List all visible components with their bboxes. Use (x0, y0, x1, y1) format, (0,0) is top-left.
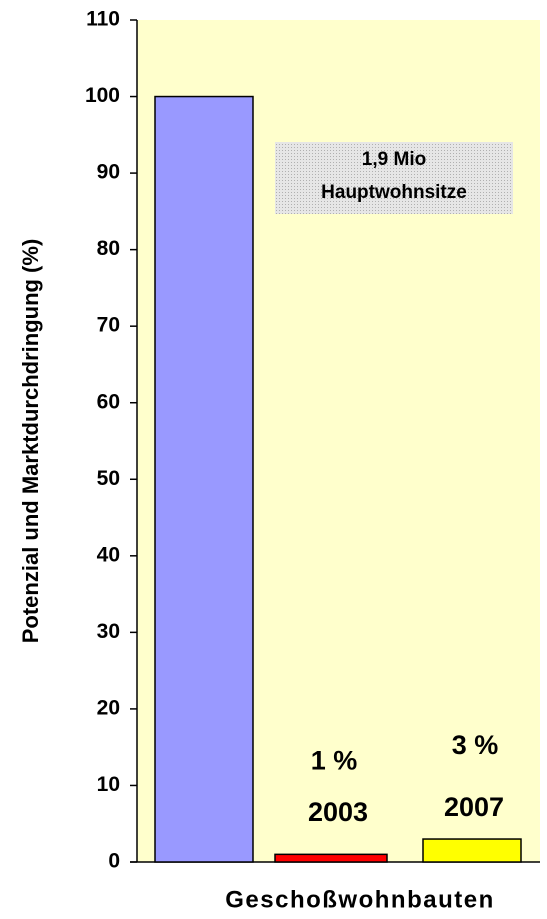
annotation: 1,9 Mio (362, 149, 426, 170)
bar (154, 95, 254, 863)
annotation: 2003 (308, 797, 368, 827)
y-tick-label: 100 (85, 84, 120, 107)
annotation: Hauptwohnsitze (321, 182, 467, 203)
y-axis-label: Potenzial und Marktdurchdringung (%) (18, 239, 43, 644)
annotation: 2007 (444, 792, 504, 822)
y-tick-label: 0 (108, 850, 120, 873)
y-tick-label: 70 (97, 314, 120, 337)
y-tick-label: 80 (97, 237, 120, 260)
y-tick-label: 60 (97, 390, 120, 413)
y-tick-label: 50 (97, 467, 120, 490)
x-axis-label: Geschoßwohnbauten (225, 886, 495, 913)
y-tick-label: 110 (86, 8, 120, 31)
y-tick-label: 10 (97, 773, 120, 796)
bar (274, 853, 388, 863)
annotation-box (275, 142, 513, 214)
value-label: 3 % (452, 730, 499, 760)
y-tick-label: 40 (97, 543, 120, 566)
y-tick-label: 90 (97, 161, 120, 184)
bar (422, 838, 522, 863)
y-tick-label: 30 (97, 620, 120, 643)
value-label: 1 % (311, 745, 358, 775)
y-tick-label: 20 (97, 696, 120, 719)
